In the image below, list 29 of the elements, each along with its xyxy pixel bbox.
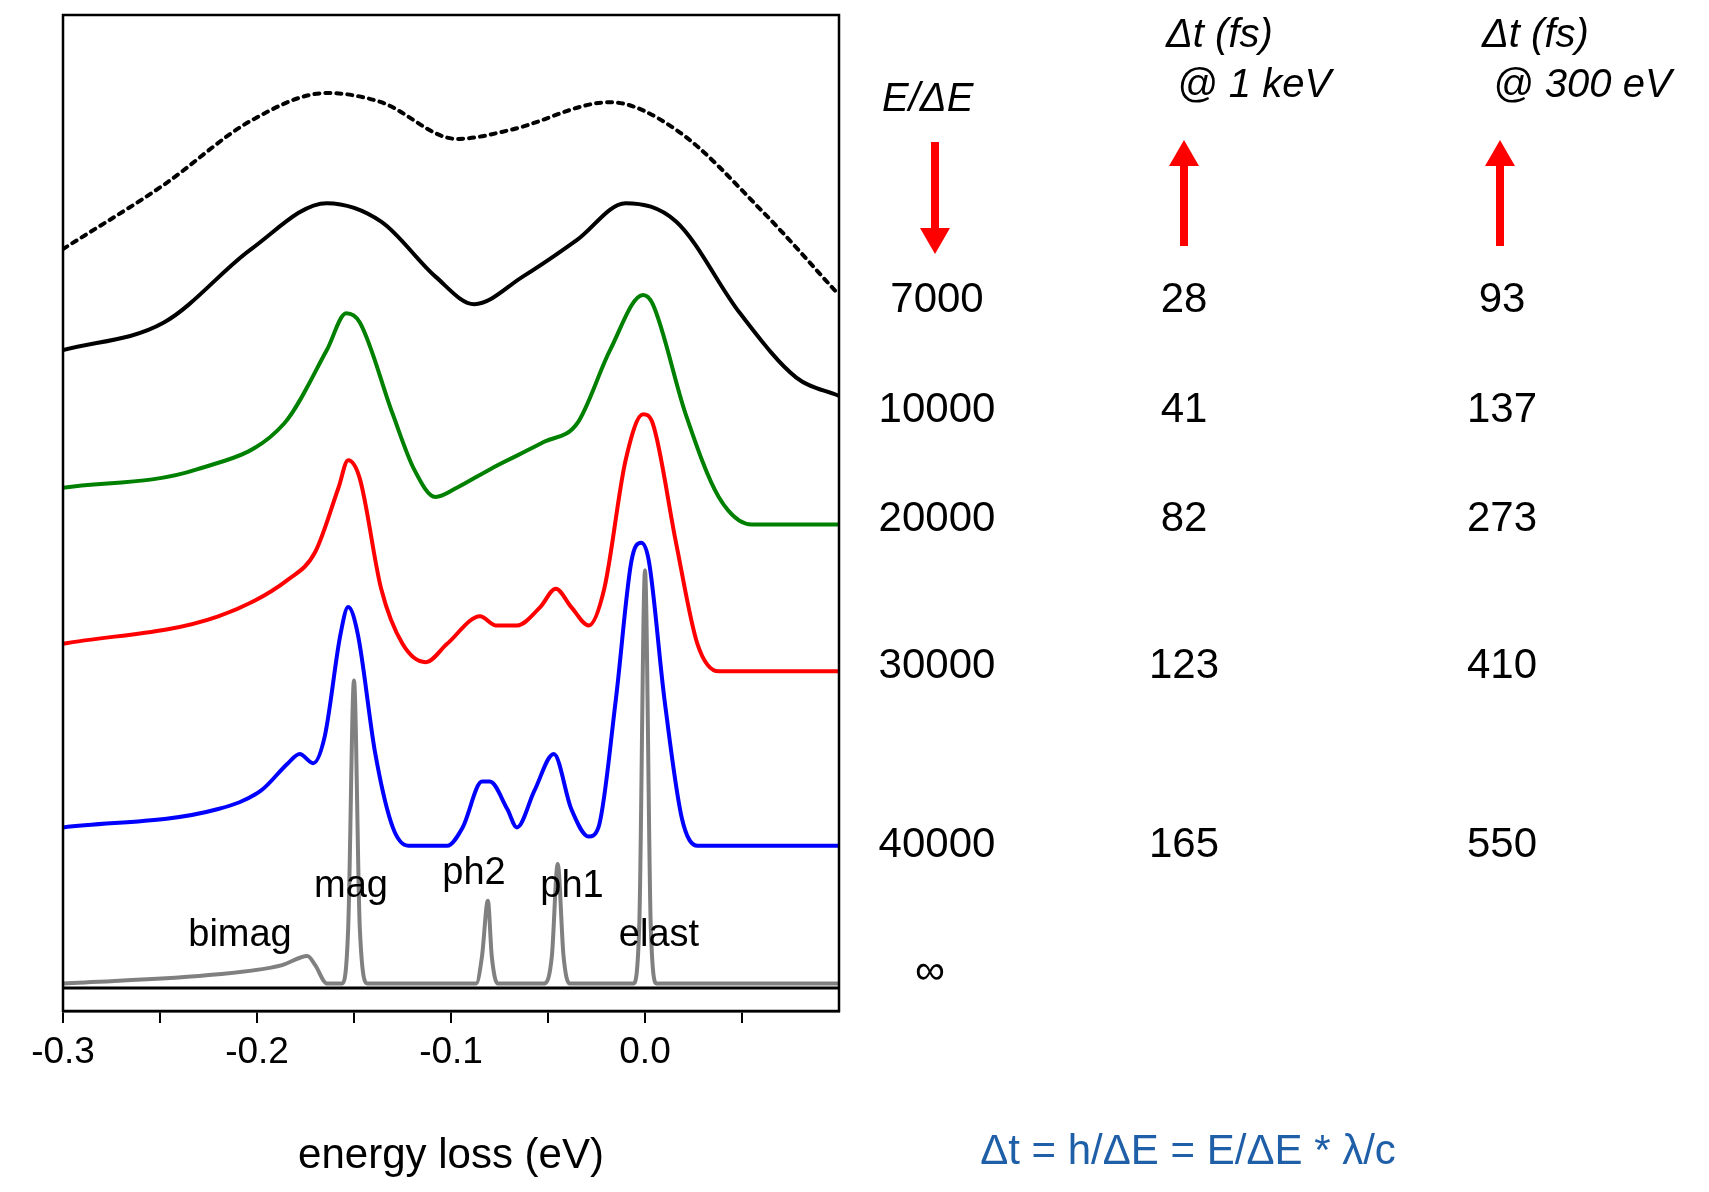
text: 28 bbox=[1160, 272, 1208, 323]
annotation: elast bbox=[618, 911, 700, 957]
text: Δt = h/ΔE = E/ΔE * λ/c bbox=[980, 1124, 1396, 1175]
text: 410 bbox=[1466, 638, 1538, 689]
text: 20000 bbox=[878, 491, 996, 542]
text: 137 bbox=[1466, 382, 1538, 433]
x-tick-label: -0.3 bbox=[31, 1030, 95, 1072]
text: 550 bbox=[1466, 817, 1538, 868]
x-tick-label: -0.1 bbox=[419, 1030, 483, 1072]
x-tick-label: -0.2 bbox=[225, 1030, 289, 1072]
text: 7000 bbox=[890, 272, 984, 323]
text: 165 bbox=[1148, 817, 1220, 868]
x-tick-label: 0.0 bbox=[619, 1030, 671, 1072]
annotation: ph1 bbox=[540, 862, 604, 908]
text: ∞ bbox=[915, 944, 945, 995]
text: 93 bbox=[1478, 272, 1526, 323]
annotation: mag bbox=[314, 862, 388, 908]
text: 123 bbox=[1148, 638, 1220, 689]
annotation: bimag bbox=[188, 911, 292, 957]
text: Δt (fs) @ 1 keV bbox=[1166, 10, 1332, 107]
text: 30000 bbox=[878, 638, 996, 689]
text: 82 bbox=[1160, 491, 1208, 542]
text: 40000 bbox=[878, 817, 996, 868]
text: E/ΔE bbox=[882, 74, 974, 121]
text: 41 bbox=[1160, 382, 1208, 433]
x-axis-title: energy loss (eV) bbox=[298, 1130, 604, 1178]
annotation: ph2 bbox=[442, 849, 506, 895]
text: 10000 bbox=[878, 382, 996, 433]
text: 273 bbox=[1466, 491, 1538, 542]
